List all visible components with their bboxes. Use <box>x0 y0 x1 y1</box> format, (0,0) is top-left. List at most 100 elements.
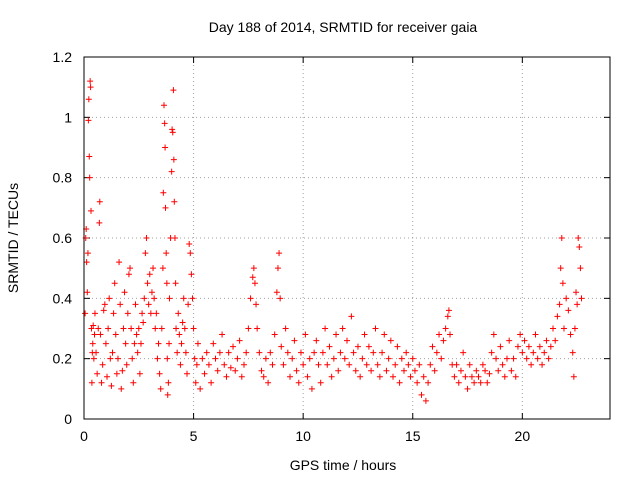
data-point <box>523 355 530 362</box>
data-point <box>83 259 90 266</box>
data-point <box>400 367 407 374</box>
data-point <box>146 271 153 278</box>
data-point <box>313 337 320 344</box>
data-point <box>153 310 160 317</box>
data-point <box>254 325 261 332</box>
data-point <box>431 367 438 374</box>
data-point <box>188 271 195 278</box>
data-point <box>291 337 298 344</box>
data-point <box>567 331 574 338</box>
chart-title: Day 188 of 2014, SRMTID for receiver gai… <box>209 19 478 35</box>
y-tick-label: 0.4 <box>53 290 73 306</box>
data-point <box>440 337 447 344</box>
data-point <box>151 295 158 302</box>
data-point <box>245 325 252 332</box>
data-points <box>82 78 585 404</box>
data-point <box>236 337 243 344</box>
data-point <box>106 295 113 302</box>
data-point <box>488 349 495 356</box>
data-point <box>104 373 111 380</box>
data-point <box>278 343 285 350</box>
data-point <box>569 349 576 356</box>
data-point <box>190 325 197 332</box>
data-point <box>96 198 103 205</box>
data-point <box>427 361 434 368</box>
data-point <box>374 361 381 368</box>
data-point <box>170 87 177 94</box>
data-point <box>442 325 449 332</box>
data-point <box>473 367 480 374</box>
data-point <box>506 337 513 344</box>
data-point <box>381 331 388 338</box>
data-point <box>186 241 193 248</box>
data-point <box>87 84 94 91</box>
data-point <box>466 361 473 368</box>
data-point <box>302 331 309 338</box>
data-point <box>148 289 155 296</box>
data-point <box>277 295 284 302</box>
data-point <box>433 349 440 356</box>
data-point <box>98 379 105 386</box>
data-point <box>574 301 581 308</box>
data-point <box>152 325 159 332</box>
data-point <box>205 361 212 368</box>
data-point <box>287 373 294 380</box>
data-point <box>165 379 172 386</box>
data-point <box>559 280 566 287</box>
data-point <box>110 310 117 317</box>
data-point <box>403 349 410 356</box>
data-point <box>330 355 337 362</box>
data-point <box>97 331 104 338</box>
data-point <box>530 349 537 356</box>
data-point <box>370 349 377 356</box>
data-point <box>333 331 340 338</box>
data-point <box>339 325 346 332</box>
data-point <box>451 373 458 380</box>
data-point <box>390 373 397 380</box>
data-point <box>575 235 582 241</box>
plot-frame <box>83 56 611 420</box>
data-point <box>422 397 429 404</box>
data-point <box>142 250 149 257</box>
data-point <box>86 153 93 160</box>
data-point <box>322 325 329 332</box>
data-point <box>565 307 572 314</box>
data-point <box>528 361 535 368</box>
data-point <box>354 343 361 350</box>
data-point <box>447 331 454 338</box>
data-point <box>521 337 528 344</box>
data-point <box>116 259 123 266</box>
data-point <box>96 219 103 226</box>
data-point <box>429 343 436 350</box>
data-point <box>225 349 232 356</box>
data-point <box>163 250 170 257</box>
data-point <box>306 355 313 362</box>
data-point <box>477 379 484 386</box>
data-point <box>490 331 497 338</box>
data-point <box>385 355 392 362</box>
data-point <box>240 361 247 368</box>
data-point <box>300 361 307 368</box>
x-axis-label: GPS time / hours <box>290 457 397 473</box>
data-point <box>227 364 234 371</box>
data-point <box>260 373 267 380</box>
data-point <box>176 331 183 338</box>
data-point <box>85 117 92 124</box>
data-point <box>141 295 148 302</box>
data-point <box>455 379 462 386</box>
data-point <box>128 325 135 332</box>
data-point <box>108 382 115 389</box>
data-point <box>161 120 168 127</box>
data-point <box>91 310 98 317</box>
data-point <box>256 349 263 356</box>
data-point <box>82 310 89 317</box>
data-point <box>556 301 563 308</box>
data-point <box>114 355 121 362</box>
data-point <box>499 361 506 368</box>
data-point <box>315 361 322 368</box>
data-point <box>289 355 296 362</box>
data-point <box>503 355 510 362</box>
data-point <box>134 349 141 356</box>
data-point <box>155 340 162 347</box>
data-point <box>258 367 265 374</box>
